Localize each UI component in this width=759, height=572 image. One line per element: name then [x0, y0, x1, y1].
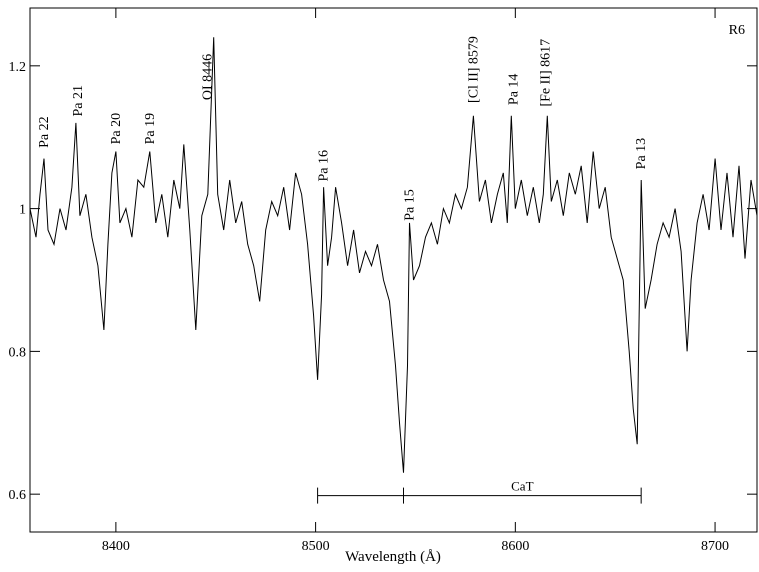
x-tick-label: 8400	[102, 539, 130, 554]
line-label: Pa 14	[506, 74, 521, 106]
line-label: [Fe II] 8617	[538, 39, 553, 107]
line-label: OI 8446	[201, 54, 216, 100]
line-label: Pa 20	[109, 113, 124, 145]
x-axis-label: Wavelength (Å)	[345, 549, 441, 565]
line-label: Pa 15	[402, 189, 417, 221]
y-tick-label: 1.2	[9, 60, 27, 75]
line-label: Pa 19	[143, 113, 158, 145]
x-tick-label: 8500	[302, 539, 330, 554]
panel-label: R6	[729, 23, 745, 38]
line-label: Pa 21	[71, 85, 86, 117]
bracket-label: CaT	[511, 479, 533, 494]
y-tick-label: 0.8	[9, 345, 27, 360]
x-tick-label: 8700	[701, 539, 729, 554]
spectrum-line	[29, 37, 758, 473]
line-label: [Cl II] 8579	[466, 36, 481, 103]
x-tick-label: 8600	[501, 539, 529, 554]
y-tick-label: 1	[19, 203, 26, 218]
line-label: Pa 22	[37, 116, 52, 148]
y-tick-label: 0.6	[9, 488, 27, 503]
line-label: Pa 13	[634, 138, 649, 170]
line-label: Pa 16	[317, 150, 332, 182]
plot-frame	[29, 7, 758, 533]
